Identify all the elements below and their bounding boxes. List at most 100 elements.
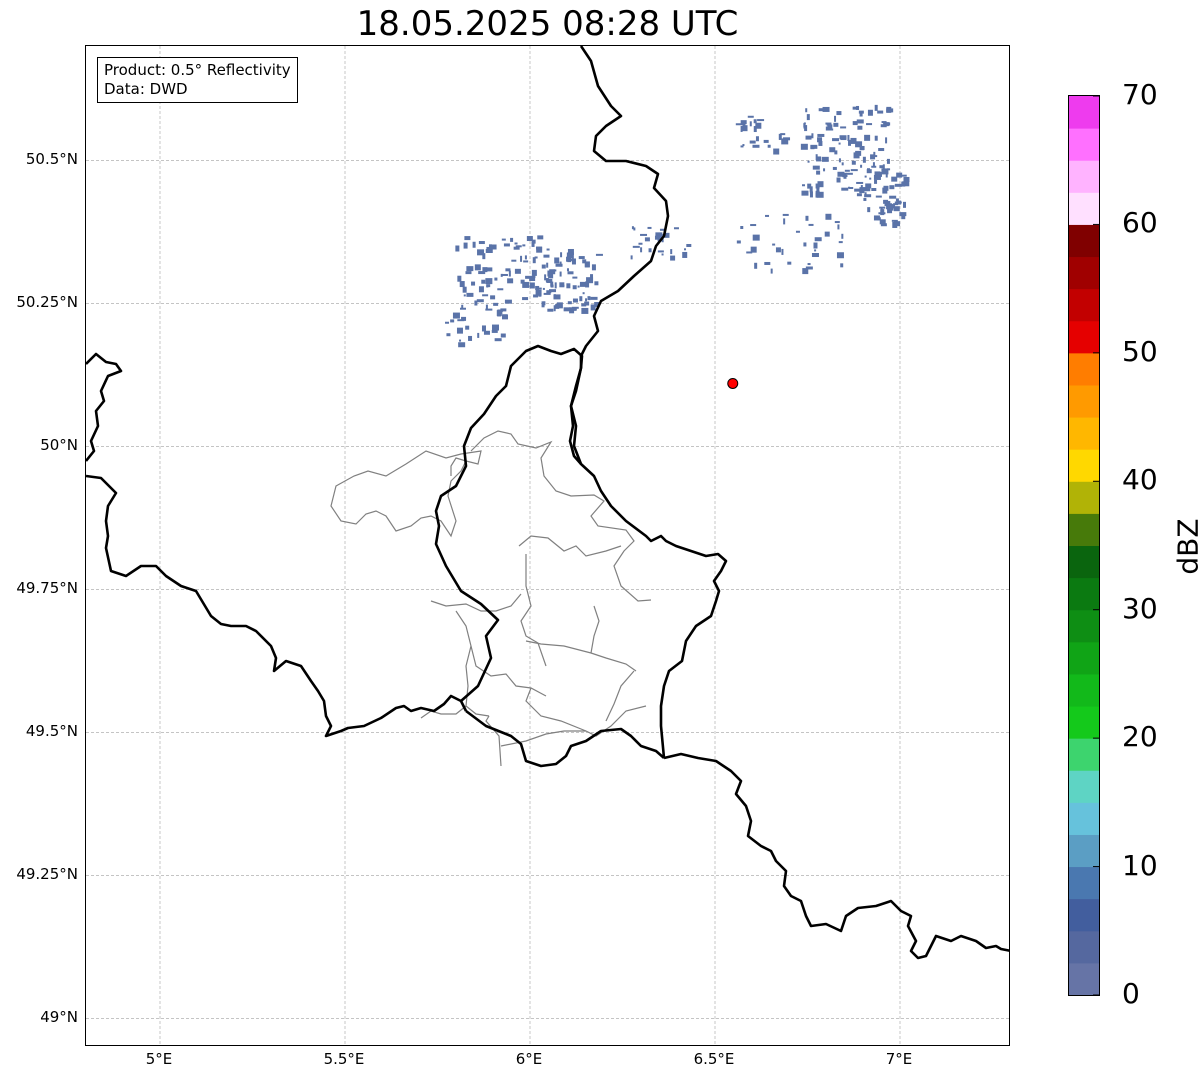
echo-pixel [817, 181, 824, 188]
echo-pixel [554, 257, 560, 264]
colorbar-tick-label: 30 [1122, 591, 1158, 625]
echo-pixel [522, 244, 526, 247]
echo-pixel [567, 248, 574, 255]
echo-pixel [901, 213, 906, 220]
echo-pixel [474, 300, 478, 306]
echo-pixel [459, 339, 462, 342]
echo-pixel [500, 273, 503, 277]
lat-tick-label: 50°N [40, 436, 78, 455]
echo-pixel [578, 256, 585, 260]
colorbar-bin [1069, 802, 1099, 835]
echo-pixel [887, 201, 891, 205]
echo-pixel [781, 138, 789, 145]
echo-pixel [673, 227, 679, 230]
echo-pixel [752, 234, 760, 241]
echo-pixel [825, 213, 832, 220]
echo-pixel [547, 270, 552, 275]
echo-pixel [457, 275, 462, 282]
echo-pixel [494, 338, 502, 342]
echo-pixel [461, 304, 464, 309]
echo-pixel [501, 273, 508, 276]
echo-pixel [567, 301, 572, 305]
echo-pixel [832, 166, 837, 170]
echo-pixel [864, 194, 872, 198]
echo-pixel [884, 200, 888, 207]
echo-pixel [749, 121, 752, 127]
echo-pixel [869, 177, 872, 180]
echo-pixel [783, 218, 786, 225]
echo-pixel [848, 139, 852, 146]
echo-pixel [503, 243, 510, 247]
echo-pixel [595, 253, 603, 256]
echo-pixel [472, 241, 476, 248]
echo-pixel [815, 183, 820, 189]
colorbar-tick-label: 20 [1122, 720, 1158, 754]
echo-pixel [553, 305, 556, 312]
echo-pixel [490, 244, 497, 250]
colorbar-bin [1069, 930, 1099, 964]
echo-pixel [817, 133, 825, 137]
echo-pixel [886, 108, 894, 113]
echo-pixel [590, 296, 598, 300]
echo-pixel [874, 155, 878, 158]
echo-pixel [747, 115, 754, 118]
echo-pixel [836, 177, 841, 183]
echo-pixel [740, 125, 743, 132]
echo-pixel [836, 111, 842, 116]
echo-pixel [505, 268, 511, 272]
echo-pixel [486, 246, 493, 253]
echo-pixel [780, 133, 786, 136]
echo-pixel [848, 186, 851, 189]
echo-pixel [880, 223, 887, 227]
colorbar-bin [1069, 609, 1099, 643]
echo-pixel [750, 224, 757, 227]
echo-pixel [510, 237, 514, 242]
echo-pixel [860, 185, 863, 190]
echo-pixel [805, 135, 812, 140]
colorbar [1068, 95, 1100, 996]
echo-pixel [684, 248, 687, 251]
colorbar-bin [1069, 738, 1099, 771]
colorbar-bin [1069, 256, 1099, 290]
echo-pixel [541, 301, 545, 308]
colorbar-unit-label: dBZ [1171, 518, 1202, 575]
echo-pixel [494, 277, 498, 281]
echo-pixel [740, 226, 744, 230]
echo-pixel [555, 263, 563, 267]
echo-pixel [546, 290, 552, 294]
echo-pixel [875, 171, 882, 177]
echo-pixel [873, 174, 881, 180]
echo-pixel [511, 259, 517, 262]
echo-pixel [682, 251, 688, 258]
echo-pixel [535, 285, 540, 290]
echo-pixel [891, 219, 898, 222]
echo-pixel [523, 260, 529, 263]
echo-pixel [852, 121, 858, 126]
echo-pixel [770, 268, 773, 274]
echo-pixel [859, 187, 865, 194]
echo-pixel [529, 285, 532, 288]
echo-pixel [572, 307, 577, 311]
colorbar-bin [1069, 160, 1099, 193]
echo-pixel [879, 219, 886, 225]
echo-pixel [816, 187, 820, 192]
echo-pixel [815, 192, 818, 198]
echo-pixel [832, 138, 840, 142]
echo-pixel [857, 125, 863, 130]
echo-pixel [873, 215, 880, 221]
echo-pixel [901, 181, 906, 187]
echo-pixel [807, 160, 810, 163]
echo-pixel [532, 273, 536, 279]
echo-pixel [866, 169, 872, 174]
echo-pixel [881, 168, 889, 175]
echo-pixel [889, 195, 897, 199]
lat-tick-label: 49°N [40, 1008, 78, 1027]
echo-pixel [836, 252, 844, 259]
echo-pixel [795, 230, 800, 233]
echo-pixel [445, 321, 450, 324]
colorbar-bin [1069, 449, 1099, 482]
echo-pixel [507, 278, 514, 284]
lat-tick-label: 50.25°N [16, 293, 78, 312]
echo-pixel [553, 294, 561, 300]
radar-map[interactable] [85, 45, 1010, 1046]
